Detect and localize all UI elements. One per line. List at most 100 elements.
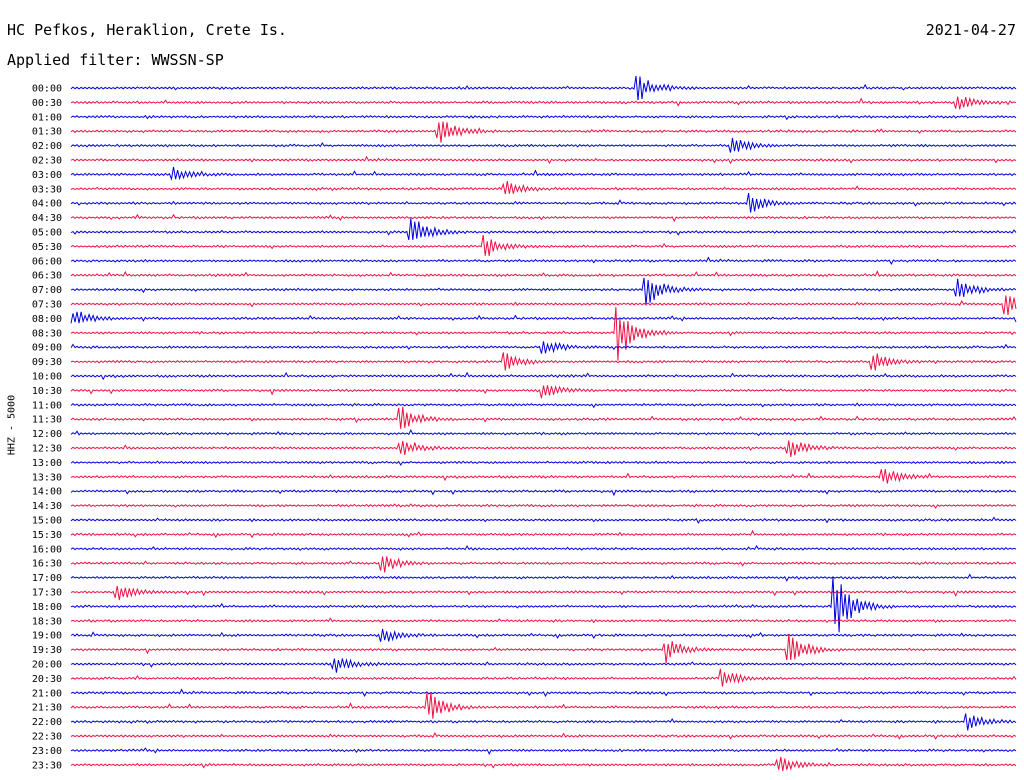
time-tick-label: 02:00 <box>32 141 62 152</box>
trace-line-0200 <box>70 137 1017 153</box>
trace-line-2200 <box>70 713 1017 731</box>
trace-line-0030 <box>70 96 1017 110</box>
time-tick-label: 16:00 <box>32 544 62 555</box>
time-tick-label: 06:00 <box>32 256 62 267</box>
time-tick-labels: 00:00 00:30 01:00 01:30 02:00 02:30 03:00 03:30… <box>32 84 62 772</box>
time-tick-label: 11:00 <box>32 400 62 411</box>
time-tick-label: 12:30 <box>32 444 62 455</box>
time-tick-label: 07:00 <box>32 285 62 296</box>
trace-line-0300 <box>70 166 1017 182</box>
time-tick-label: 19:00 <box>32 631 62 642</box>
trace-line-1130 <box>70 406 1017 429</box>
time-tick-label: 22:30 <box>32 732 62 743</box>
trace-line-1700 <box>70 573 1017 582</box>
time-tick-label: 00:30 <box>32 98 62 109</box>
time-tick-label: 04:00 <box>32 199 62 210</box>
time-tick-label: 13:30 <box>32 472 62 483</box>
time-tick-label: 01:00 <box>32 112 62 123</box>
filter-label: Applied filter: WWSSN-SP <box>7 51 224 69</box>
trace-line-0330 <box>70 181 1017 195</box>
trace-line-0900 <box>70 341 1017 354</box>
trace-line-0930 <box>70 352 1017 371</box>
time-tick-label: 17:30 <box>32 588 62 599</box>
trace-group <box>70 75 1017 772</box>
trace-line-1830 <box>70 617 1017 624</box>
trace-line-0630 <box>70 270 1017 278</box>
time-tick-label: 01:30 <box>32 127 62 138</box>
trace-line-0400 <box>70 193 1017 213</box>
time-tick-label: 10:30 <box>32 386 62 397</box>
trace-line-0100 <box>70 114 1017 121</box>
time-tick-label: 10:00 <box>32 372 62 383</box>
time-tick-label: 06:30 <box>32 271 62 282</box>
trace-line-1330 <box>70 469 1017 484</box>
time-tick-label: 11:30 <box>32 415 62 426</box>
time-tick-label: 15:30 <box>32 530 62 541</box>
date-label: 2021-04-27 <box>925 21 1016 39</box>
trace-line-1500 <box>70 516 1017 524</box>
trace-line-1930 <box>70 634 1017 664</box>
time-tick-label: 18:00 <box>32 602 62 613</box>
time-tick-label: 13:00 <box>32 458 62 469</box>
trace-line-0730 <box>70 295 1017 316</box>
time-tick-label: 16:30 <box>32 559 62 570</box>
trace-line-2300 <box>70 747 1017 756</box>
trace-line-1730 <box>70 586 1017 601</box>
station-title: HC Pefkos, Heraklion, Crete Is. <box>7 21 287 39</box>
trace-line-1200 <box>70 428 1017 437</box>
time-tick-label: 20:30 <box>32 674 62 685</box>
time-tick-label: 03:00 <box>32 170 62 181</box>
time-tick-label: 22:00 <box>32 717 62 728</box>
trace-line-0700 <box>70 277 1017 306</box>
trace-line-1430 <box>70 503 1017 510</box>
time-tick-label: 21:30 <box>32 703 62 714</box>
trace-line-0130 <box>70 121 1017 143</box>
trace-line-0230 <box>70 155 1017 165</box>
time-tick-label: 15:00 <box>32 516 62 527</box>
trace-line-0000 <box>70 75 1017 101</box>
trace-line-2030 <box>70 668 1017 687</box>
time-tick-label: 05:30 <box>32 242 62 253</box>
trace-line-1400 <box>70 489 1017 497</box>
time-tick-label: 08:00 <box>32 314 62 325</box>
time-tick-label: 21:00 <box>32 688 62 699</box>
trace-line-1230 <box>70 440 1017 458</box>
trace-line-1030 <box>70 385 1017 399</box>
trace-line-1900 <box>70 628 1017 642</box>
trace-line-0830 <box>70 307 1017 361</box>
trace-line-1530 <box>70 529 1017 539</box>
trace-line-2100 <box>70 688 1017 698</box>
trace-line-0530 <box>70 235 1017 257</box>
trace-line-1630 <box>70 556 1017 573</box>
trace-line-1600 <box>70 545 1017 552</box>
time-tick-label: 08:30 <box>32 328 62 339</box>
time-tick-label: 02:30 <box>32 156 62 167</box>
trace-line-1300 <box>70 460 1017 466</box>
trace-line-2130 <box>70 692 1017 719</box>
time-tick-label: 09:30 <box>32 357 62 368</box>
time-tick-label: 23:30 <box>32 760 62 771</box>
time-tick-label: 23:00 <box>32 746 62 757</box>
time-tick-label: 05:00 <box>32 228 62 239</box>
time-tick-label: 09:00 <box>32 343 62 354</box>
trace-line-1800 <box>70 576 1017 633</box>
trace-line-0800 <box>70 311 1017 324</box>
time-tick-label: 19:30 <box>32 645 62 656</box>
time-tick-label: 17:00 <box>32 573 62 584</box>
time-tick-label: 18:30 <box>32 616 62 627</box>
trace-line-2000 <box>70 658 1017 673</box>
time-tick-label: 14:30 <box>32 501 62 512</box>
time-tick-label: 12:00 <box>32 429 62 440</box>
trace-line-2230 <box>70 732 1017 740</box>
trace-line-2330 <box>70 756 1017 772</box>
time-tick-label: 03:30 <box>32 184 62 195</box>
trace-line-1100 <box>70 402 1017 409</box>
time-tick-label: 14:00 <box>32 487 62 498</box>
trace-line-0500 <box>70 218 1017 241</box>
trace-line-1000 <box>70 371 1017 381</box>
time-tick-label: 20:00 <box>32 660 62 671</box>
trace-line-0600 <box>70 256 1017 265</box>
time-tick-label: 00:00 <box>32 84 62 95</box>
time-tick-label: 07:30 <box>32 300 62 311</box>
